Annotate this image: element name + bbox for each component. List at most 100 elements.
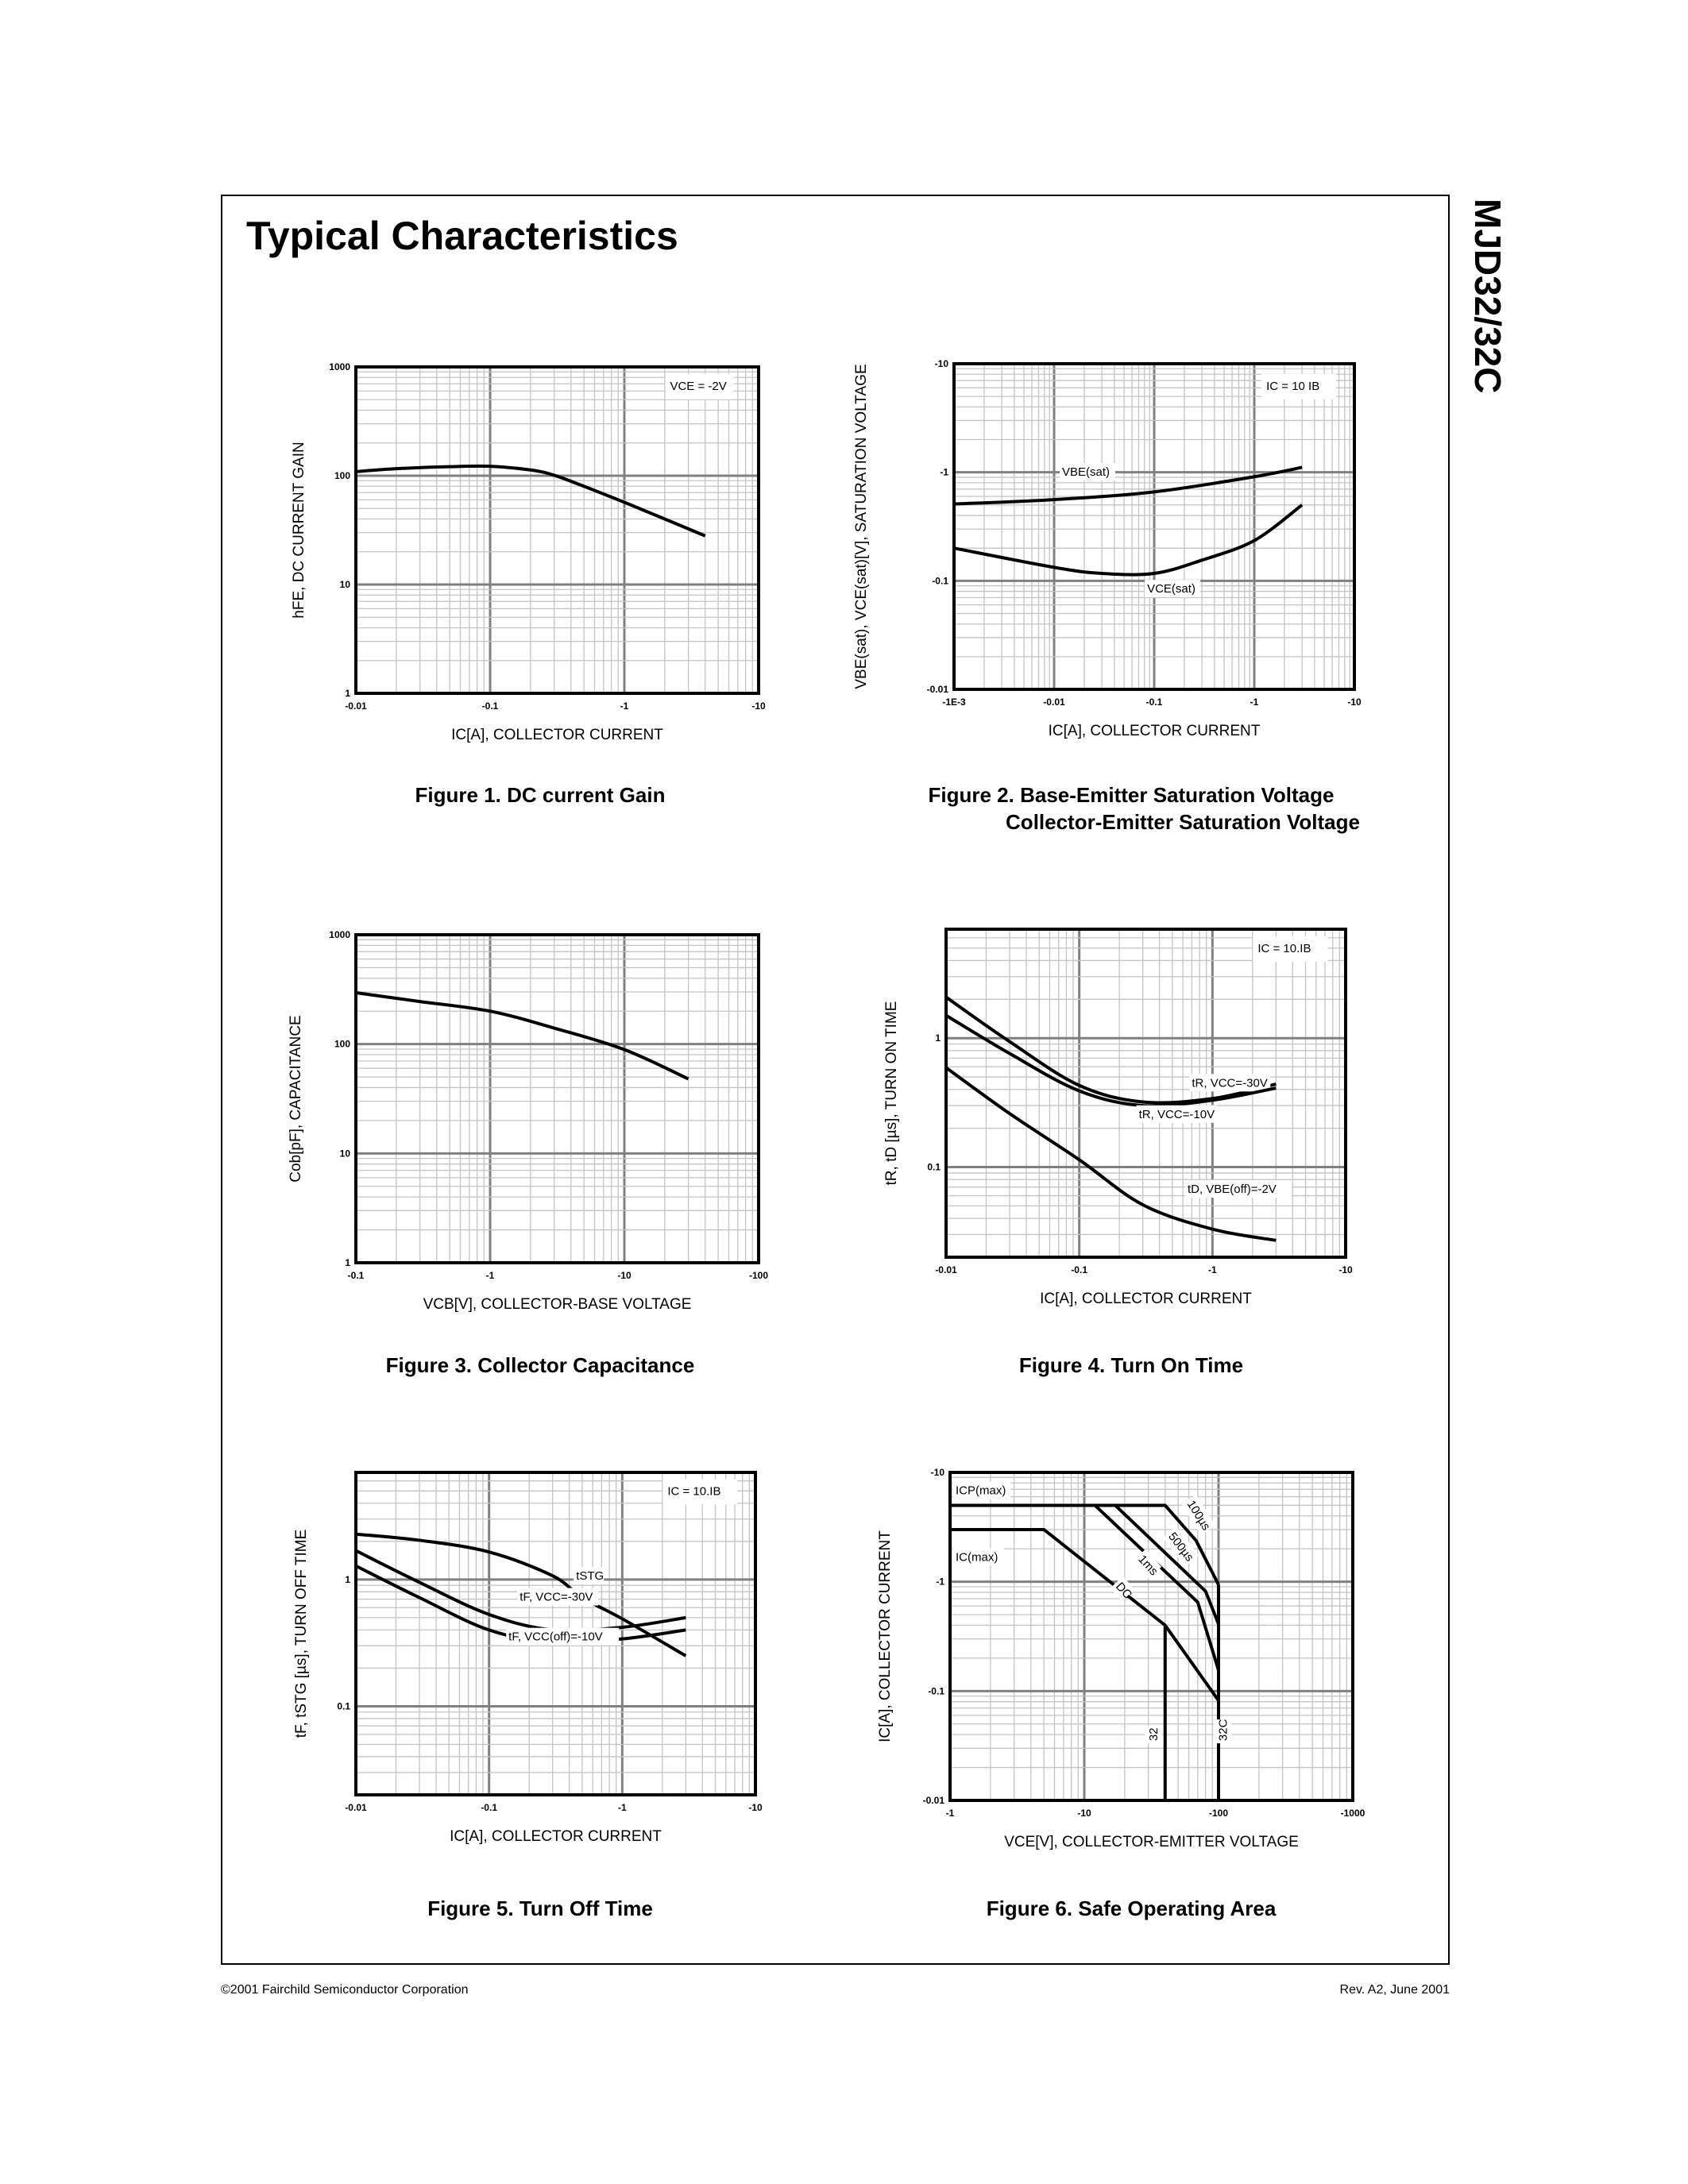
x-tick-label: -0.01 [345, 1802, 367, 1813]
x-tick-label: -10 [1338, 1264, 1353, 1275]
series-line-1 [950, 1527, 1220, 1702]
x-tick-label: -1 [618, 1802, 627, 1813]
chart-figure-5: IC = 10.IB tSTG tF, VCC=-30V tF, VCC(off)=-… [293, 1471, 763, 1920]
x-tick-label: -10 [617, 1270, 632, 1281]
x-axis-label: VCB[V], COLLECTOR-BASE VOLTAGE [423, 1296, 692, 1313]
series-line-3 [944, 1066, 1277, 1242]
y-tick-label: 100 [334, 470, 350, 481]
x-axis-label: IC[A], COLLECTOR CURRENT [451, 727, 663, 743]
figure-caption: Figure 5. Turn Off Time [427, 1897, 653, 1920]
series-line-1 [944, 995, 1277, 1105]
series-label-background [1162, 1526, 1199, 1567]
x-axis-label: VCE[V], COLLECTOR-EMITTER VOLTAGE [1004, 1834, 1299, 1850]
series-line-3 [1114, 1503, 1220, 1625]
series-line-2 [953, 504, 1304, 577]
x-tick-label: -100 [749, 1270, 768, 1281]
figure-caption: Figure 6. Safe Operating Area [987, 1897, 1277, 1920]
y-tick-label: 0.1 [927, 1162, 941, 1173]
y-axis-label: Cob[pF], CAPACITANCE [288, 1015, 304, 1182]
x-tick-label: -1 [620, 700, 629, 712]
grid [354, 365, 760, 695]
footer-revision: Rev. A2, June 2001 [1339, 1983, 1450, 1997]
x-tick-label: -1 [486, 1270, 495, 1281]
series-label-background [1181, 1495, 1216, 1535]
annotation-label: VCE = -2V [670, 380, 726, 393]
series-label-group: tD, VBE(off)=-2V [1184, 1180, 1292, 1198]
x-tick-label: -10 [1347, 696, 1362, 708]
x-axis-label: IC[A], COLLECTOR CURRENT [1040, 1291, 1252, 1307]
series-label-background [1214, 1719, 1232, 1744]
x-tick-label: -0.1 [1071, 1264, 1087, 1275]
y-tick-label: -0.1 [932, 575, 948, 586]
plot-border [948, 1471, 1354, 1802]
series-line-2 [944, 1013, 1277, 1108]
y-axis-label: VBE(sat), VCE(sat)[V], SATURATION VOLTAG… [853, 364, 870, 689]
annotation-background [665, 373, 734, 399]
x-tick-label: -0.1 [348, 1270, 365, 1281]
grid [354, 933, 760, 1264]
figure-caption: Figure 4. Turn On Time [1019, 1353, 1243, 1377]
annotation-background [1261, 373, 1337, 399]
series-label-background [1132, 1549, 1162, 1579]
y-tick-label: 10 [340, 579, 351, 590]
figure-caption: Figure 3. Collector Capacitance [386, 1353, 695, 1377]
series-label-group: 1ms [1132, 1549, 1162, 1579]
series-label-group: tR, VCC=-30V [1189, 1074, 1271, 1092]
series-label: VBE(sat) [1062, 465, 1110, 479]
y-tick-label: -0.01 [927, 684, 949, 695]
x-axis-label: IC[A], COLLECTOR CURRENT [450, 1828, 662, 1845]
annotation-label: IC(max) [956, 1550, 998, 1564]
series-line-1 [355, 464, 706, 538]
series-label-group: VBE(sat) [1059, 462, 1115, 480]
grid [952, 362, 1356, 691]
y-tick-label: -1 [936, 1576, 944, 1588]
x-axis-label: IC[A], COLLECTOR CURRENT [1049, 723, 1261, 739]
x-tick-label: -0.01 [1043, 696, 1065, 708]
series-label-background [506, 1627, 620, 1646]
page-frame [221, 195, 1450, 1965]
x-tick-label: -0.1 [1146, 696, 1163, 708]
figure-caption: Figure 2. Base-Emitter Saturation Voltag… [929, 783, 1335, 807]
series-label-background [1184, 1180, 1292, 1198]
series-label-background [1189, 1074, 1271, 1092]
series-label-background [1145, 580, 1201, 598]
y-axis-label: tF, tSTG [µs], TURN OFF TIME [293, 1530, 310, 1738]
annotation-background [662, 1479, 738, 1505]
series-label: tSTG [576, 1569, 604, 1583]
plot-border [944, 928, 1347, 1259]
figure-caption: Figure 1. DC current Gain [415, 783, 666, 807]
chart-figure-4: IC = 10.IB tR, VCC=-30V tR, VCC=-10V tD, VB… [883, 928, 1353, 1377]
y-tick-label: 0.1 [337, 1700, 350, 1711]
series-line-1 [355, 1532, 687, 1657]
y-tick-label: -10 [931, 1467, 945, 1478]
annotation-background [952, 1548, 1004, 1566]
x-tick-label: -0.01 [935, 1264, 957, 1275]
y-tick-label: 1 [345, 688, 350, 699]
y-tick-label: 10 [340, 1148, 351, 1159]
series-label-group: 500µs [1162, 1526, 1199, 1567]
plot-border [354, 365, 760, 695]
page-title: Typical Characteristics [246, 214, 678, 258]
plot-border [952, 362, 1356, 691]
series-label: tR, VCC=-10V [1139, 1108, 1215, 1121]
series-label: tF, VCC(off)=-10V [508, 1630, 603, 1644]
series-line-2 [1094, 1503, 1220, 1671]
annotation-background [1253, 936, 1328, 962]
series-label-group: VCE(sat) [1145, 580, 1201, 598]
series-label-group: tR, VCC=-10V [1136, 1105, 1218, 1123]
y-axis-label: hFE, DC CURRENT GAIN [291, 442, 307, 618]
annotation-background [952, 1481, 1010, 1499]
series-line-1 [355, 991, 689, 1081]
x-tick-label: -10 [751, 700, 766, 712]
y-tick-label: -10 [935, 358, 949, 369]
figure-caption: Collector-Emitter Saturation Voltage [1006, 810, 1360, 834]
series-label-background [1136, 1105, 1218, 1123]
series-label-group: tF, VCC=-30V [517, 1588, 599, 1606]
series-label-background [517, 1588, 599, 1606]
series-label-background [1144, 1726, 1162, 1744]
x-tick-label: -1 [946, 1808, 955, 1819]
series-label: VCE(sat) [1147, 582, 1196, 596]
annotation-label: IC = 10.IB [667, 1484, 720, 1498]
y-tick-label: 1000 [329, 361, 350, 372]
